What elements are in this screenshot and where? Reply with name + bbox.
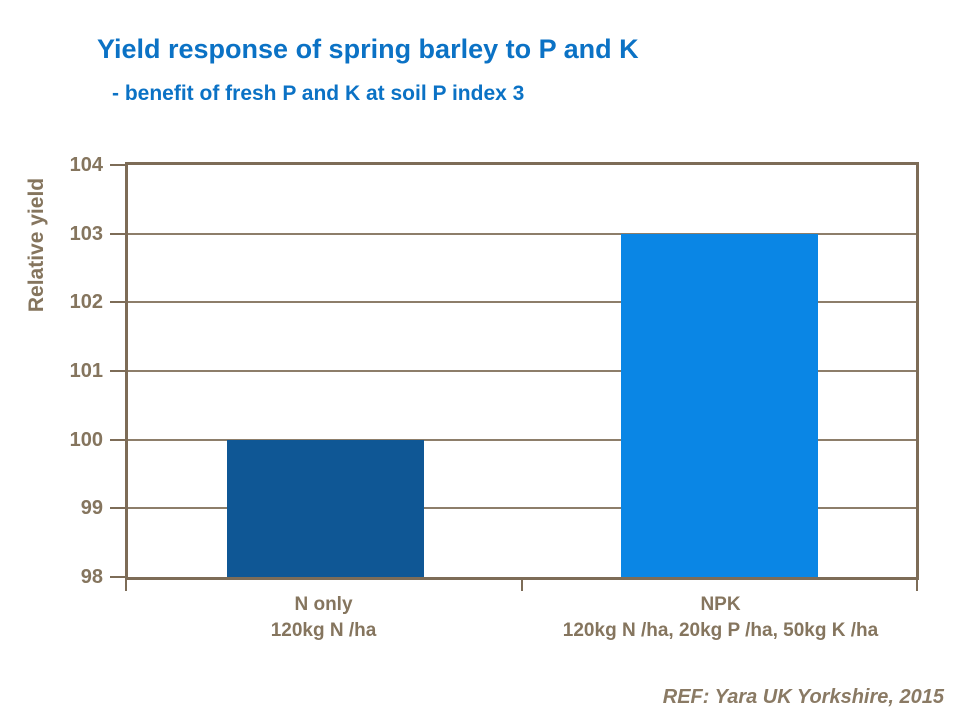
x-tick-mark <box>521 580 523 591</box>
y-tick-label: 104 <box>69 154 103 176</box>
y-tick-mark <box>110 301 125 304</box>
y-tick-label: 103 <box>69 222 103 245</box>
bar <box>620 233 818 577</box>
y-tick-mark <box>110 164 125 166</box>
x-category-name: N only <box>294 594 353 615</box>
x-tick-mark <box>125 580 127 591</box>
x-category-name: NPK <box>700 594 741 615</box>
gridline <box>128 232 916 235</box>
y-tick-label: 98 <box>80 566 103 588</box>
plot-area <box>125 162 919 580</box>
gridline <box>128 507 916 510</box>
chart-title: Yield response of spring barley to P and… <box>97 34 639 64</box>
y-tick-mark <box>110 232 125 235</box>
x-tick-mark <box>916 580 918 591</box>
y-tick-label: 102 <box>69 291 103 314</box>
y-tick-mark <box>110 370 125 372</box>
bar <box>226 439 424 577</box>
y-tick-label: 99 <box>80 497 103 520</box>
chart-subtitle: - benefit of fresh P and K at soil P ind… <box>112 82 525 105</box>
gridline <box>128 301 916 304</box>
x-category-label: N only 120kg N /ha <box>125 592 522 644</box>
y-tick-label: 100 <box>69 428 103 451</box>
y-tick-mark <box>110 438 125 441</box>
y-tick-mark <box>110 507 125 510</box>
reference-text: REF: Yara UK Yorkshire, 2015 <box>662 686 944 708</box>
x-category-treatment: 120kg N /ha, 20kg P /ha, 50kg K /ha <box>562 620 879 641</box>
gridline <box>128 438 916 441</box>
x-category-label: NPK 120kg N /ha, 20kg P /ha, 50kg K /ha <box>522 592 919 644</box>
x-category-treatment: 120kg N /ha <box>270 620 377 641</box>
y-tick-mark <box>110 576 125 578</box>
y-tick-label: 101 <box>69 360 103 382</box>
gridline <box>128 370 916 372</box>
